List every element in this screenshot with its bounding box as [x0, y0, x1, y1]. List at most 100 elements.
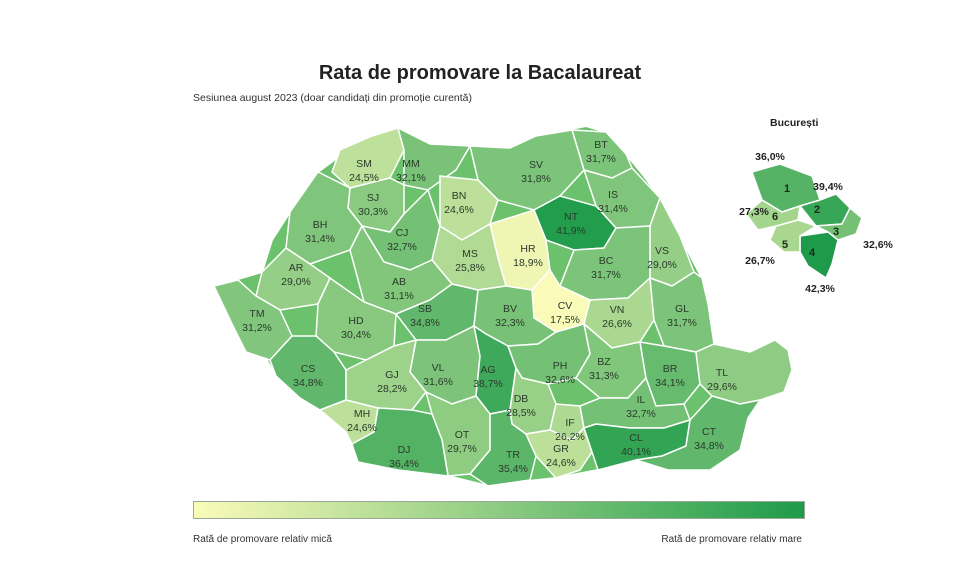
county-code-label: BH — [313, 219, 328, 231]
county-value-label: 18,9% — [513, 257, 543, 269]
county-gl — [649, 271, 715, 353]
legend-high-label: Rată de promovare relativ mare — [661, 534, 802, 545]
county-code-label: BR — [663, 363, 678, 375]
county-code-label: TR — [506, 449, 520, 461]
county-code-label: GL — [675, 303, 689, 315]
county-value-label: 34,8% — [410, 317, 440, 329]
county-value-label: 31,7% — [591, 269, 621, 281]
county-value-label: 24,5% — [349, 172, 379, 184]
bucuresti-sector-4 — [799, 231, 839, 280]
county-code-label: BN — [452, 190, 467, 202]
bucuresti-sector-5 — [769, 219, 818, 253]
sector-value-label: 32,6% — [863, 239, 893, 251]
county-code-label: BZ — [597, 356, 611, 368]
sector-value-label: 36,0% — [755, 151, 785, 163]
county-code-label: MS — [462, 248, 478, 260]
county-value-label: 31,6% — [423, 376, 453, 388]
sector-number-label: 1 — [784, 183, 790, 195]
county-tr — [468, 409, 537, 487]
county-code-label: CJ — [396, 227, 409, 239]
county-code-label: CS — [301, 363, 316, 375]
legend-color-scale — [193, 501, 805, 519]
sector-number-label: 5 — [782, 239, 788, 251]
county-value-label: 26,2% — [555, 431, 585, 443]
county-value-label: 32,1% — [396, 172, 426, 184]
county-value-label: 29,6% — [707, 381, 737, 393]
county-code-label: HR — [520, 243, 536, 255]
map-subtitle: Sesiunea august 2023 (doar candidați din… — [193, 92, 473, 104]
county-code-label: HD — [348, 315, 364, 327]
county-value-label: 26,6% — [602, 318, 632, 330]
sector-number-label: 4 — [809, 247, 816, 259]
county-code-label: SM — [356, 158, 372, 170]
bucuresti-title: București — [770, 117, 819, 129]
legend-low-label: Rată de promovare relativ mică — [193, 534, 332, 545]
county-code-label: AG — [480, 364, 495, 376]
county-code-label: GR — [553, 443, 569, 455]
bucuresti-sector-6 — [744, 199, 801, 231]
county-value-label: 31,3% — [589, 370, 619, 382]
county-code-label: MM — [402, 158, 420, 170]
county-code-label: VL — [432, 362, 445, 374]
county-code-label: VS — [655, 245, 669, 257]
county-code-label: MH — [354, 408, 370, 420]
county-code-label: AR — [289, 262, 304, 274]
county-value-label: 32,7% — [387, 241, 417, 253]
county-code-label: BT — [594, 139, 608, 151]
county-value-label: 29,0% — [281, 276, 311, 288]
sector-value-label: 39,4% — [813, 181, 843, 193]
county-value-label: 28,2% — [377, 383, 407, 395]
county-code-label: DB — [514, 393, 529, 405]
sector-value-label: 27,3% — [739, 206, 769, 218]
sector-number-label: 2 — [814, 204, 820, 216]
county-value-label: 32,6% — [545, 374, 575, 386]
county-value-label: 31,7% — [586, 153, 616, 165]
county-sm — [331, 127, 405, 189]
county-value-label: 31,4% — [598, 203, 628, 215]
county-value-label: 30,4% — [341, 329, 371, 341]
county-value-label: 34,8% — [694, 440, 724, 452]
county-code-label: OT — [455, 429, 470, 441]
county-value-label: 24,6% — [546, 457, 576, 469]
county-value-label: 34,1% — [655, 377, 685, 389]
county-code-label: SB — [418, 303, 432, 315]
county-code-label: CT — [702, 426, 717, 438]
map-title: Rata de promovare la Bacalaureat — [318, 62, 642, 84]
county-value-label: 29,7% — [447, 443, 477, 455]
county-value-label: 24,6% — [347, 422, 377, 434]
county-value-label: 24,6% — [444, 204, 474, 216]
county-value-label: 17,5% — [550, 314, 580, 326]
county-code-label: VN — [610, 304, 625, 316]
county-code-label: BV — [503, 303, 517, 315]
county-code-label: NT — [564, 211, 579, 223]
sector-value-label: 42,3% — [805, 283, 835, 295]
county-code-label: SV — [529, 159, 543, 171]
sector-number-label: 6 — [772, 211, 778, 223]
county-code-label: CL — [629, 432, 643, 444]
county-ct — [635, 395, 762, 471]
county-code-label: TM — [249, 308, 264, 320]
county-code-label: IL — [637, 394, 646, 406]
county-code-label: GJ — [385, 369, 398, 381]
county-code-label: IF — [565, 417, 574, 429]
county-tl — [695, 339, 793, 405]
county-code-label: DJ — [398, 444, 411, 456]
county-value-label: 34,8% — [293, 377, 323, 389]
county-value-label: 41,9% — [556, 225, 586, 237]
county-code-label: CV — [558, 300, 573, 312]
county-value-label: 25,8% — [455, 262, 485, 274]
county-value-label: 30,3% — [358, 206, 388, 218]
county-value-label: 38,7% — [473, 378, 503, 390]
county-value-label: 31,7% — [667, 317, 697, 329]
county-value-label: 31,2% — [242, 322, 272, 334]
county-value-label: 31,4% — [305, 233, 335, 245]
county-value-label: 40,1% — [621, 446, 651, 458]
county-code-label: BC — [599, 255, 614, 267]
county-code-label: AB — [392, 276, 406, 288]
county-vs — [649, 196, 695, 287]
county-value-label: 36,4% — [389, 458, 419, 470]
county-value-label: 32,7% — [626, 408, 656, 420]
county-code-label: PH — [553, 360, 568, 372]
county-code-label: IS — [608, 189, 618, 201]
